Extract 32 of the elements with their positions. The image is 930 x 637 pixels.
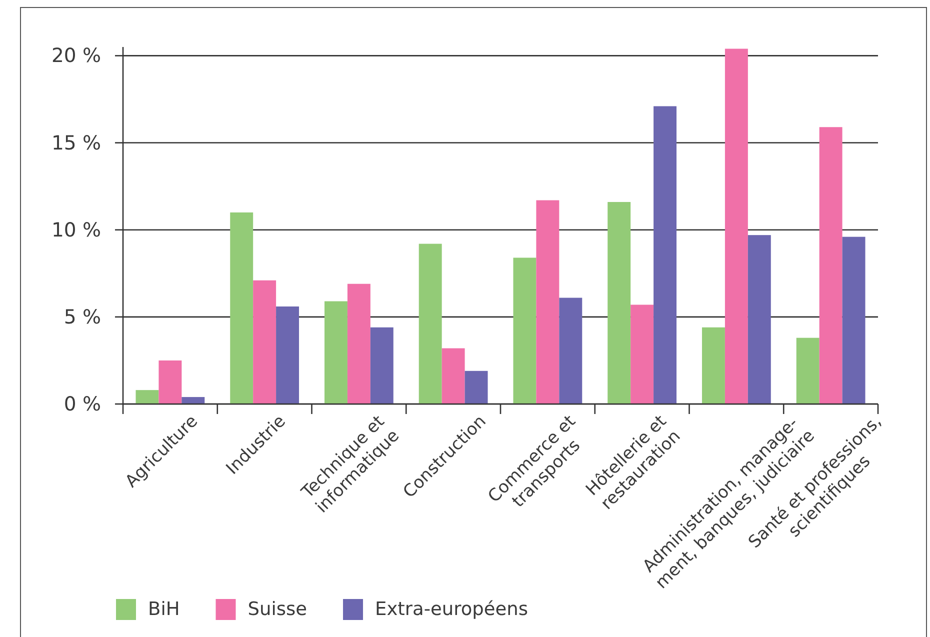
bar	[464, 370, 488, 404]
bar	[347, 284, 370, 404]
y-tick-label: 10 %	[51, 218, 101, 242]
bar	[702, 327, 725, 404]
bar	[370, 327, 394, 404]
y-tick-label: 5 %	[64, 305, 101, 328]
bar	[182, 397, 205, 404]
y-tick-label: 20 %	[51, 44, 101, 68]
bar	[724, 48, 748, 404]
bar	[324, 301, 348, 404]
bar	[630, 304, 654, 404]
bar	[608, 202, 631, 404]
bar	[136, 390, 159, 404]
bar	[276, 306, 300, 404]
bar	[796, 338, 820, 404]
y-tick-label: 15 %	[51, 131, 101, 154]
y-tick-label: 0 %	[64, 392, 101, 416]
bar	[654, 106, 677, 404]
bar	[418, 244, 442, 404]
bar	[536, 200, 560, 404]
bar	[230, 212, 254, 404]
bar	[559, 298, 582, 404]
bar	[253, 280, 276, 404]
bar	[748, 235, 771, 404]
legend-label: Extra-européens	[375, 599, 528, 620]
legend-label: BiH	[148, 599, 180, 620]
bar	[158, 360, 182, 404]
bar	[513, 258, 536, 404]
legend-label: Suisse	[248, 599, 308, 620]
bar	[842, 236, 866, 404]
bar	[819, 127, 842, 404]
bar	[442, 348, 465, 404]
